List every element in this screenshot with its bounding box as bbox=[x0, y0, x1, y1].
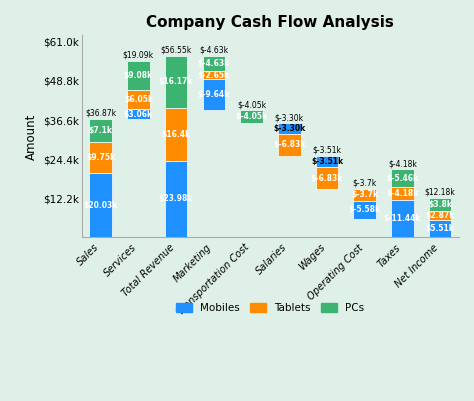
Bar bbox=[316, 167, 338, 189]
Bar bbox=[354, 189, 376, 201]
Text: $9.08k: $9.08k bbox=[124, 71, 153, 80]
Text: $23.98k: $23.98k bbox=[159, 194, 193, 203]
Bar bbox=[165, 108, 187, 160]
Title: Company Cash Flow Analysis: Company Cash Flow Analysis bbox=[146, 15, 394, 30]
Bar bbox=[278, 134, 301, 156]
Text: $-6.83k: $-6.83k bbox=[311, 174, 343, 182]
Bar bbox=[391, 200, 414, 237]
Bar bbox=[165, 56, 187, 108]
Text: $7.1k: $7.1k bbox=[89, 126, 113, 135]
Text: $-3.30k: $-3.30k bbox=[275, 113, 304, 122]
Text: $56.55k: $56.55k bbox=[161, 45, 192, 55]
Text: $-2.65k: $-2.65k bbox=[198, 71, 230, 80]
Text: $36.87k: $36.87k bbox=[85, 109, 116, 117]
Text: $-9.64k: $-9.64k bbox=[198, 90, 230, 99]
Text: $-4.05k: $-4.05k bbox=[236, 112, 268, 122]
Text: $-3.51k: $-3.51k bbox=[312, 146, 341, 154]
Bar bbox=[202, 79, 225, 110]
Text: $-3.51k: $-3.51k bbox=[311, 157, 343, 166]
Bar bbox=[127, 61, 150, 90]
Bar bbox=[127, 90, 150, 109]
Text: $12.18k: $12.18k bbox=[425, 188, 456, 197]
Bar bbox=[202, 56, 225, 71]
Bar bbox=[316, 156, 338, 167]
Text: $16.4k: $16.4k bbox=[162, 130, 191, 139]
Text: $-5.58k: $-5.58k bbox=[349, 205, 381, 214]
Text: $-6.83k: $-6.83k bbox=[273, 140, 305, 149]
Text: $-4.18k: $-4.18k bbox=[388, 159, 417, 168]
Text: $3.8k: $3.8k bbox=[428, 200, 452, 209]
Text: $-3.7k: $-3.7k bbox=[353, 179, 377, 188]
Bar bbox=[391, 187, 414, 200]
Text: $5.51k: $5.51k bbox=[426, 224, 455, 233]
Bar bbox=[240, 110, 263, 124]
Text: $-11.44k: $-11.44k bbox=[383, 214, 421, 223]
Y-axis label: Amount: Amount bbox=[25, 113, 37, 160]
Bar bbox=[278, 124, 301, 134]
Bar bbox=[202, 71, 225, 79]
Text: $16.17k: $16.17k bbox=[159, 77, 193, 87]
Text: $-5.46k: $-5.46k bbox=[386, 174, 419, 182]
Text: $-4.63k: $-4.63k bbox=[199, 46, 228, 55]
Bar bbox=[429, 198, 451, 211]
Bar bbox=[429, 220, 451, 237]
Bar bbox=[391, 169, 414, 187]
Bar bbox=[90, 173, 112, 237]
Text: $-3.7k: $-3.7k bbox=[351, 190, 378, 199]
Text: $19.09k: $19.09k bbox=[123, 50, 154, 59]
Bar bbox=[354, 201, 376, 219]
Text: $-4.63k: $-4.63k bbox=[198, 59, 230, 68]
Bar bbox=[429, 211, 451, 220]
Text: $6.05k: $6.05k bbox=[124, 95, 153, 104]
Text: $-3.30k: $-3.30k bbox=[273, 124, 305, 133]
Bar bbox=[90, 142, 112, 173]
Bar bbox=[127, 109, 150, 119]
Bar bbox=[90, 119, 112, 142]
Bar bbox=[165, 160, 187, 237]
Text: $20.03k: $20.03k bbox=[83, 201, 118, 210]
Legend: Mobiles, Tablets, PCs: Mobiles, Tablets, PCs bbox=[172, 299, 369, 317]
Text: $-4.18k: $-4.18k bbox=[386, 189, 419, 198]
Text: $2.87k: $2.87k bbox=[426, 211, 455, 220]
Text: $3.06k: $3.06k bbox=[124, 110, 153, 119]
Text: $-4.05k: $-4.05k bbox=[237, 100, 266, 109]
Text: $9.75k: $9.75k bbox=[86, 153, 115, 162]
